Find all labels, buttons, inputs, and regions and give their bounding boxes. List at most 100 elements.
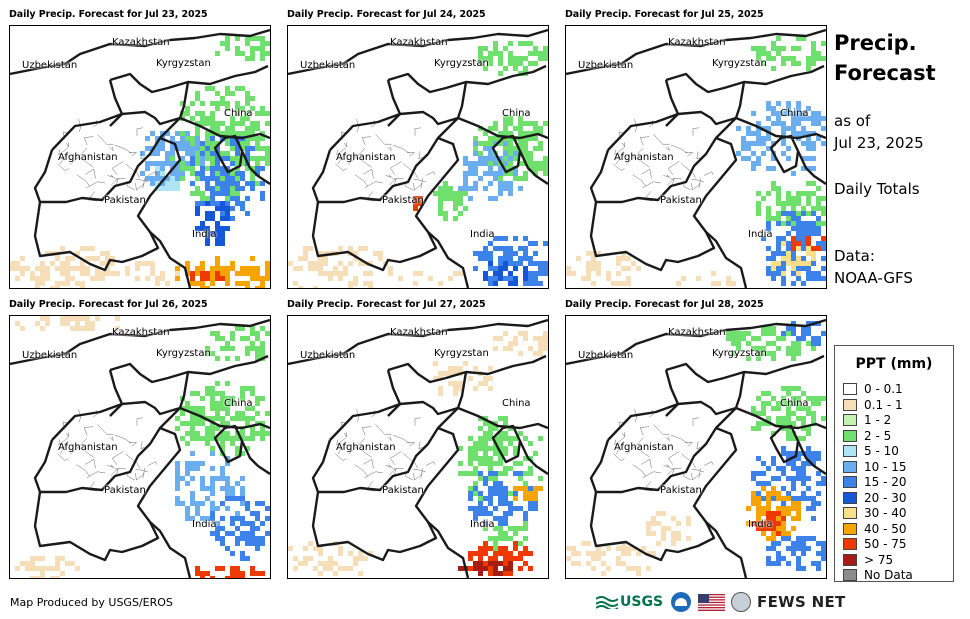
precip-cell [328, 276, 333, 281]
country-border [427, 521, 470, 578]
precip-cell [523, 146, 528, 151]
precip-cell [538, 436, 543, 441]
precip-cell [756, 521, 761, 526]
precip-cell [513, 171, 518, 176]
precip-cell [185, 431, 190, 436]
precip-cell [245, 281, 250, 286]
precip-cell [235, 146, 240, 151]
country-border [109, 64, 269, 94]
precip-cell [443, 371, 448, 376]
precip-cell [776, 211, 781, 216]
precip-cell [483, 441, 488, 446]
precip-cell [145, 276, 150, 281]
precip-cell [518, 526, 523, 531]
precip-cell [493, 566, 498, 571]
precip-cell [786, 511, 791, 516]
precip-cell [543, 331, 548, 336]
precip-cell [230, 566, 235, 571]
precip-cell [731, 341, 736, 346]
precip-cell [801, 231, 806, 236]
precip-cell [483, 56, 488, 61]
precip-cell [458, 211, 463, 216]
precip-cell [60, 281, 65, 286]
precip-cell [473, 146, 478, 151]
precip-cell [225, 216, 230, 221]
precip-cell [801, 36, 806, 41]
precip-cell [200, 201, 205, 206]
precip-cell [533, 121, 538, 126]
precip-cell [756, 516, 761, 521]
precip-cell [766, 401, 771, 406]
precip-cell [443, 211, 448, 216]
precip-cell [215, 186, 220, 191]
precip-cell [240, 551, 245, 556]
precip-cell [438, 386, 443, 391]
precip-cell [250, 186, 255, 191]
precip-cell [528, 161, 533, 166]
precip-cell [681, 276, 686, 281]
precip-cell [240, 336, 245, 341]
precip-cell [240, 86, 245, 91]
precip-cell [498, 486, 503, 491]
precip-cell [220, 516, 225, 521]
precip-cell [513, 281, 518, 286]
precip-cell [40, 261, 45, 266]
precip-cell [225, 106, 230, 111]
precip-cell [811, 346, 816, 351]
legend-item: 1 - 2 [843, 412, 891, 428]
precip-cell [378, 256, 383, 261]
precip-cell [503, 531, 508, 536]
precip-cell [170, 171, 175, 176]
precip-cell [591, 556, 596, 561]
precip-cell [503, 46, 508, 51]
precip-cell [210, 156, 215, 161]
precip-cell [746, 331, 751, 336]
precip-cell [741, 146, 746, 151]
precip-cell [428, 276, 433, 281]
precip-cell [200, 396, 205, 401]
precip-cell [498, 501, 503, 506]
precip-cell [230, 491, 235, 496]
precip-cell [771, 396, 776, 401]
precip-cell [493, 491, 498, 496]
precip-cell [230, 551, 235, 556]
precip-cell [503, 151, 508, 156]
precip-cell [35, 321, 40, 326]
precip-cell [741, 336, 746, 341]
precip-cell [781, 506, 786, 511]
country-label-kazakhstan: Kazakhstan [112, 37, 170, 48]
precip-cell [473, 516, 478, 521]
precip-cell [230, 576, 235, 578]
precip-cell [230, 521, 235, 526]
precip-cell [498, 516, 503, 521]
precip-cell [493, 156, 498, 161]
precip-cell [265, 266, 270, 271]
precip-cell [811, 271, 816, 276]
precip-cell [175, 131, 180, 136]
country-label-uzbekistan: Uzbekistan [578, 60, 634, 71]
precip-cell [821, 331, 826, 336]
precip-cell [488, 426, 493, 431]
precip-cell [458, 186, 463, 191]
precip-cell [781, 421, 786, 426]
precip-cell [240, 161, 245, 166]
precip-cell [195, 201, 200, 206]
precip-cell [781, 111, 786, 116]
precip-cell [498, 266, 503, 271]
precip-cell [45, 321, 50, 326]
precip-cell [468, 491, 473, 496]
precip-cell [250, 566, 255, 571]
country-label-kyrgyzstan: Kyrgyzstan [434, 348, 489, 359]
precip-cell [190, 271, 195, 276]
precip-cell [801, 166, 806, 171]
precip-cell [30, 576, 35, 578]
precip-cell [483, 476, 488, 481]
precip-cell [225, 171, 230, 176]
precip-cell [796, 561, 801, 566]
precip-cell [195, 411, 200, 416]
precip-cell [265, 156, 270, 161]
precip-cell [185, 106, 190, 111]
precip-cell [40, 326, 45, 331]
precip-cell [50, 261, 55, 266]
precip-cell [358, 261, 363, 266]
